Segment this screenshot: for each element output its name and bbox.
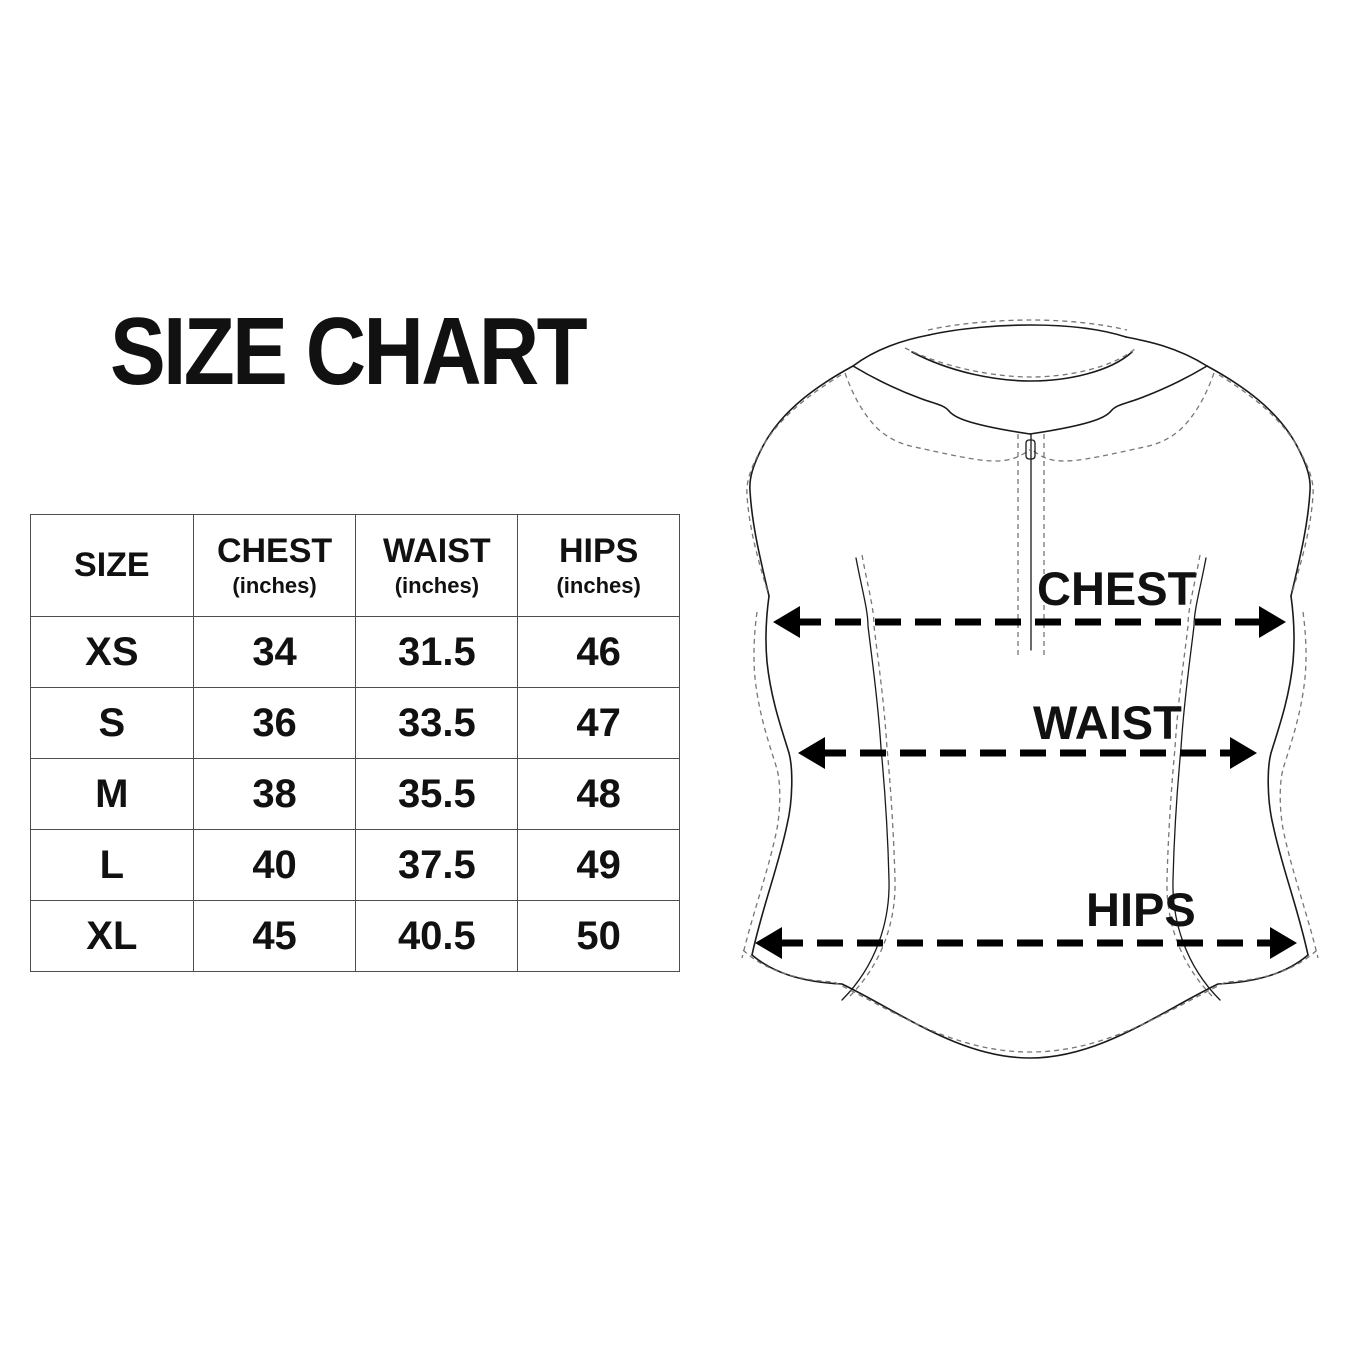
svg-text:CHEST: CHEST bbox=[1037, 562, 1197, 615]
svg-text:HIPS: HIPS bbox=[1086, 883, 1196, 936]
svg-text:WAIST: WAIST bbox=[1033, 696, 1182, 749]
